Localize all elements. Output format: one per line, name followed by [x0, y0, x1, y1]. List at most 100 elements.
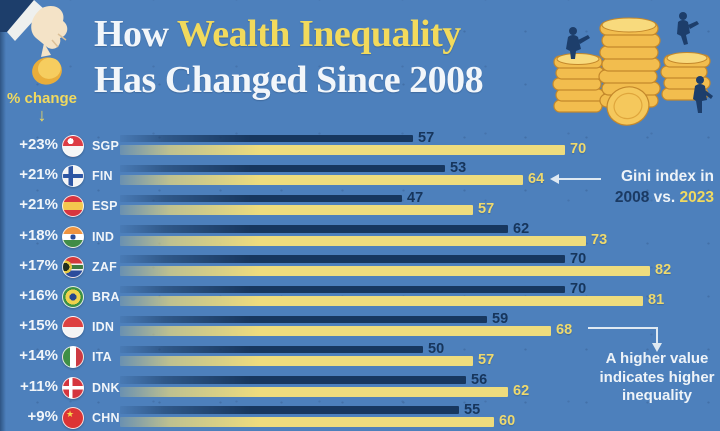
value-2023-label: 60 [499, 412, 516, 429]
bar-2008 [120, 376, 466, 384]
pct-change-label: +21% [19, 166, 58, 184]
country-code-label: ITA [92, 350, 112, 365]
left-arrow-head-icon [550, 174, 559, 184]
country-flag-icon [62, 225, 84, 248]
bar-2008 [120, 194, 402, 203]
country-flag-icon [62, 135, 84, 157]
bar-2023 [120, 326, 551, 337]
country-code-label: FIN [92, 169, 113, 184]
title-prefix: How [94, 13, 177, 55]
chart-row: +15% IDN 59 68 [0, 312, 720, 342]
value-2008-label: 62 [513, 220, 530, 237]
value-2008-label: 47 [407, 190, 424, 207]
bar-2023 [120, 356, 473, 367]
chart-row: +23% SGP 57 70 [0, 131, 720, 161]
chart-row: +21% FIN 53 64 [0, 161, 720, 191]
value-2023-label: 82 [655, 261, 672, 278]
country-code-label: BRA [92, 290, 120, 304]
bar-2008 [120, 315, 487, 324]
value-2023-label: 68 [556, 322, 573, 339]
chart-rows: +23% SGP 57 70 +21% FIN 53 64 +21% ESP 4… [0, 131, 720, 431]
country-flag-icon [62, 286, 84, 308]
country-code-label: IDN [92, 320, 115, 335]
higher-note-line1: A higher value [605, 350, 709, 367]
bar-2008 [120, 164, 445, 173]
bar-2008 [120, 345, 423, 354]
person-figure-right [677, 12, 699, 45]
country-code-label: CHN [92, 410, 120, 425]
country-code-label: IND [92, 229, 115, 244]
value-2008-label: 53 [450, 160, 467, 177]
pct-change-label: +11% [20, 377, 58, 395]
chart-row: +16% BRA 70 81 [0, 282, 720, 312]
value-2008-label: 50 [428, 341, 445, 358]
gini-annotation-2008: 2008 [614, 189, 650, 206]
chart-row: +18% IND 62 73 [0, 220, 720, 252]
bar-2023 [120, 416, 494, 427]
chart-row: +17% ZAF 70 82 [0, 250, 720, 282]
country-flag-icon [62, 195, 84, 218]
pct-change-legend-label: % change [6, 90, 78, 107]
bar-2008 [120, 406, 459, 414]
country-code-label: DNK [92, 380, 120, 395]
pct-change-label: +15% [19, 317, 58, 335]
bar-2008 [120, 134, 413, 142]
bar-2023 [120, 205, 473, 216]
country-flag-icon [62, 376, 84, 399]
down-arrow-icon: ↓ [37, 105, 47, 125]
value-2023-label: 70 [570, 141, 587, 157]
country-flag-icon [62, 255, 84, 278]
gini-annotation-2023: 2023 [679, 189, 714, 206]
value-2023-label: 62 [513, 382, 530, 399]
pct-change-label: +9% [27, 407, 58, 425]
value-2023-label: 81 [648, 292, 665, 308]
country-code-label: ESP [92, 199, 118, 214]
pct-change-label: +21% [19, 196, 58, 214]
value-2008-label: 57 [418, 130, 435, 146]
bar-2023 [120, 296, 643, 306]
pct-change-label: +14% [19, 347, 58, 365]
country-flag-icon [62, 165, 84, 188]
title-line2: Has Changed Since 2008 [94, 59, 484, 101]
country-code-label: SGP [92, 139, 119, 153]
bar-2008 [120, 255, 565, 263]
bar-2023 [120, 235, 586, 246]
value-2023-label: 57 [478, 352, 495, 369]
country-flag-icon [62, 346, 84, 369]
pct-change-label: +17% [19, 256, 58, 274]
bar-2023 [120, 145, 565, 155]
pct-change-label: +23% [19, 136, 58, 153]
chart-row: +11% DNK 56 62 [0, 371, 720, 403]
elbow-connector-vertical [656, 327, 658, 344]
gini-annotation-vs: vs. [649, 189, 680, 206]
coins-illustration [552, 12, 713, 126]
value-2023-label: 73 [591, 231, 608, 248]
higher-note-line2: indicates higher [599, 368, 715, 386]
chart-row: +21% ESP 47 57 [0, 191, 720, 221]
pct-change-label: +18% [19, 226, 58, 244]
pct-change-label: +16% [19, 287, 58, 304]
value-2008-label: 70 [570, 281, 587, 297]
down-arrow-head-icon [652, 343, 662, 352]
person-figure-bottom [693, 76, 713, 113]
gini-index-annotation: Gini index in 2008 vs. 2023 [596, 166, 714, 208]
hand-dropping-coin-icon [0, 0, 68, 85]
left-arrow-connector [559, 178, 601, 180]
chart-row: +14% ITA 50 57 [0, 342, 720, 372]
bar-2008 [120, 285, 565, 293]
value-2008-label: 55 [464, 401, 481, 418]
gini-annotation-line1: Gini index in [620, 168, 714, 185]
title-highlight: Wealth Inequality [176, 13, 461, 55]
page-title: How Wealth Inequality Has Changed Since 2… [94, 11, 564, 103]
elbow-connector-horizontal [588, 327, 658, 329]
value-2008-label: 56 [471, 371, 488, 388]
bar-2023 [120, 265, 650, 276]
higher-value-annotation: A higher value indicates higher inequali… [583, 350, 720, 406]
value-2008-label: 59 [492, 311, 509, 328]
bar-2023 [120, 175, 523, 186]
higher-note-line3: inequality [621, 387, 692, 404]
value-2008-label: 70 [570, 250, 587, 267]
person-figure-left [566, 27, 590, 59]
value-2023-label: 64 [528, 171, 545, 188]
